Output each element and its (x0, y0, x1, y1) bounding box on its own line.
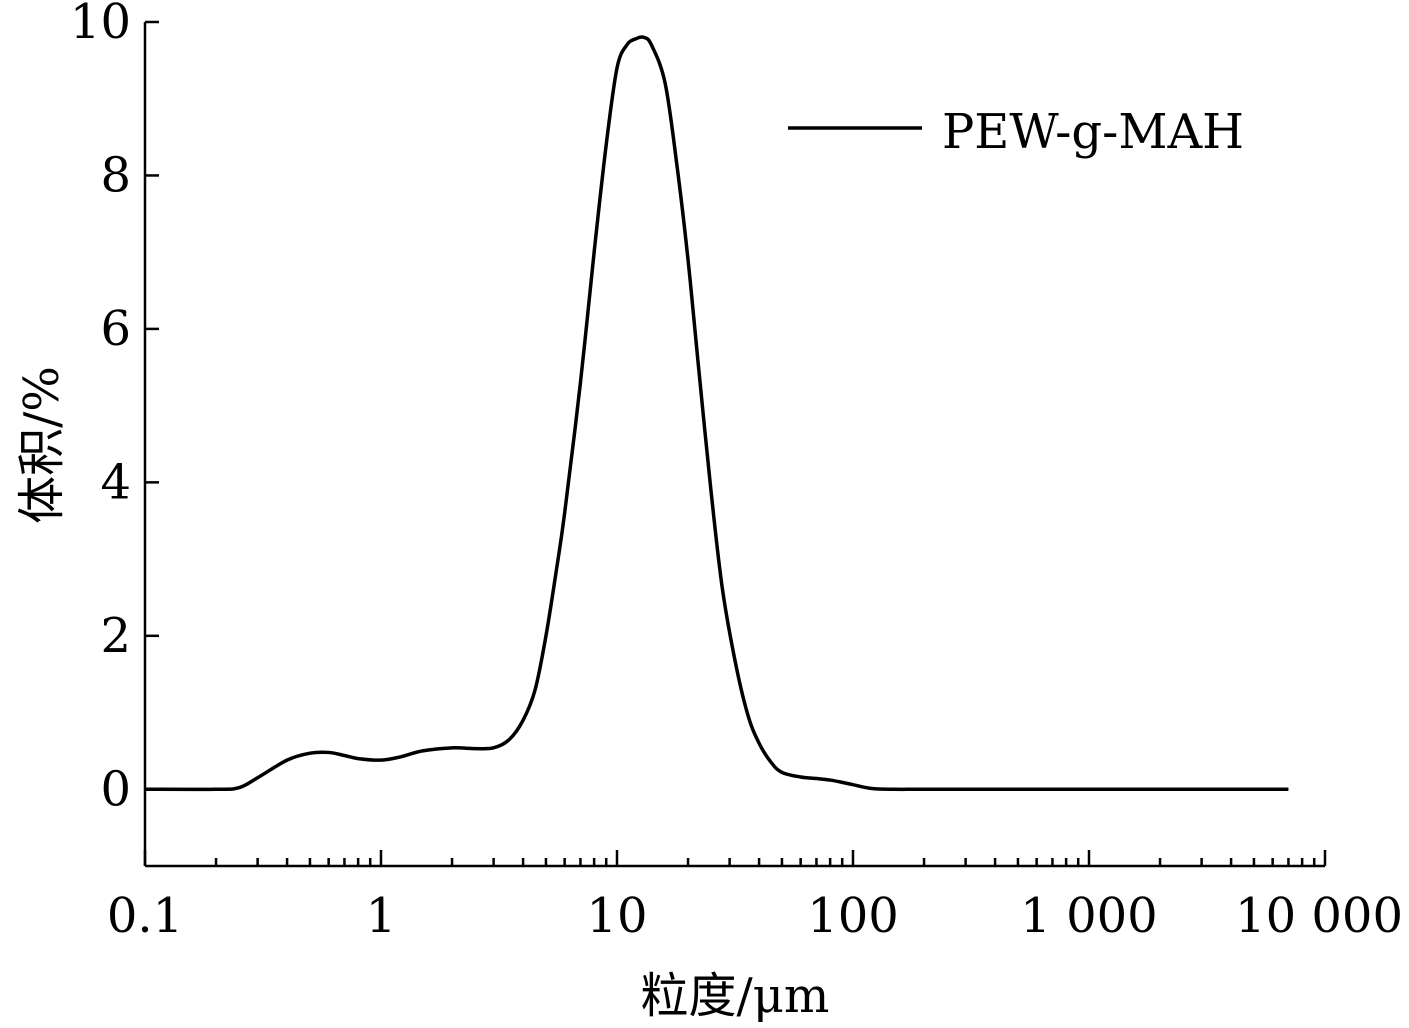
y-tick-label: 10 (70, 0, 131, 50)
y-tick-label: 2 (100, 608, 131, 664)
x-axis-title: 粒度/μm (641, 968, 830, 1024)
axes (143, 22, 1325, 868)
x-tick-label: 10 000 (1235, 888, 1403, 944)
y-axis-title: 体积/% (14, 366, 70, 524)
y-ticks: 0 2 4 6 8 10 (70, 0, 159, 817)
series (144, 35, 1289, 792)
x-tick-label: 1 (366, 888, 397, 944)
y-tick-label: 0 (100, 761, 131, 817)
legend-label: PEW-g-MAH (942, 104, 1244, 160)
legend: PEW-g-MAH (788, 104, 1244, 160)
y-tick-label: 4 (100, 454, 131, 510)
x-tick-label: 0.1 (107, 888, 183, 944)
x-tick-label: 100 (807, 888, 899, 944)
y-tick-label: 6 (100, 301, 131, 357)
y-tick-label: 8 (100, 147, 131, 203)
x-tick-label: 1 000 (1020, 888, 1157, 944)
x-minor-ticks (214, 858, 1316, 866)
series-line-0 (144, 35, 1289, 792)
x-tick-label: 10 (586, 888, 647, 944)
x-ticks: 0.1 1 10 100 1 000 10 000 (107, 850, 1403, 944)
